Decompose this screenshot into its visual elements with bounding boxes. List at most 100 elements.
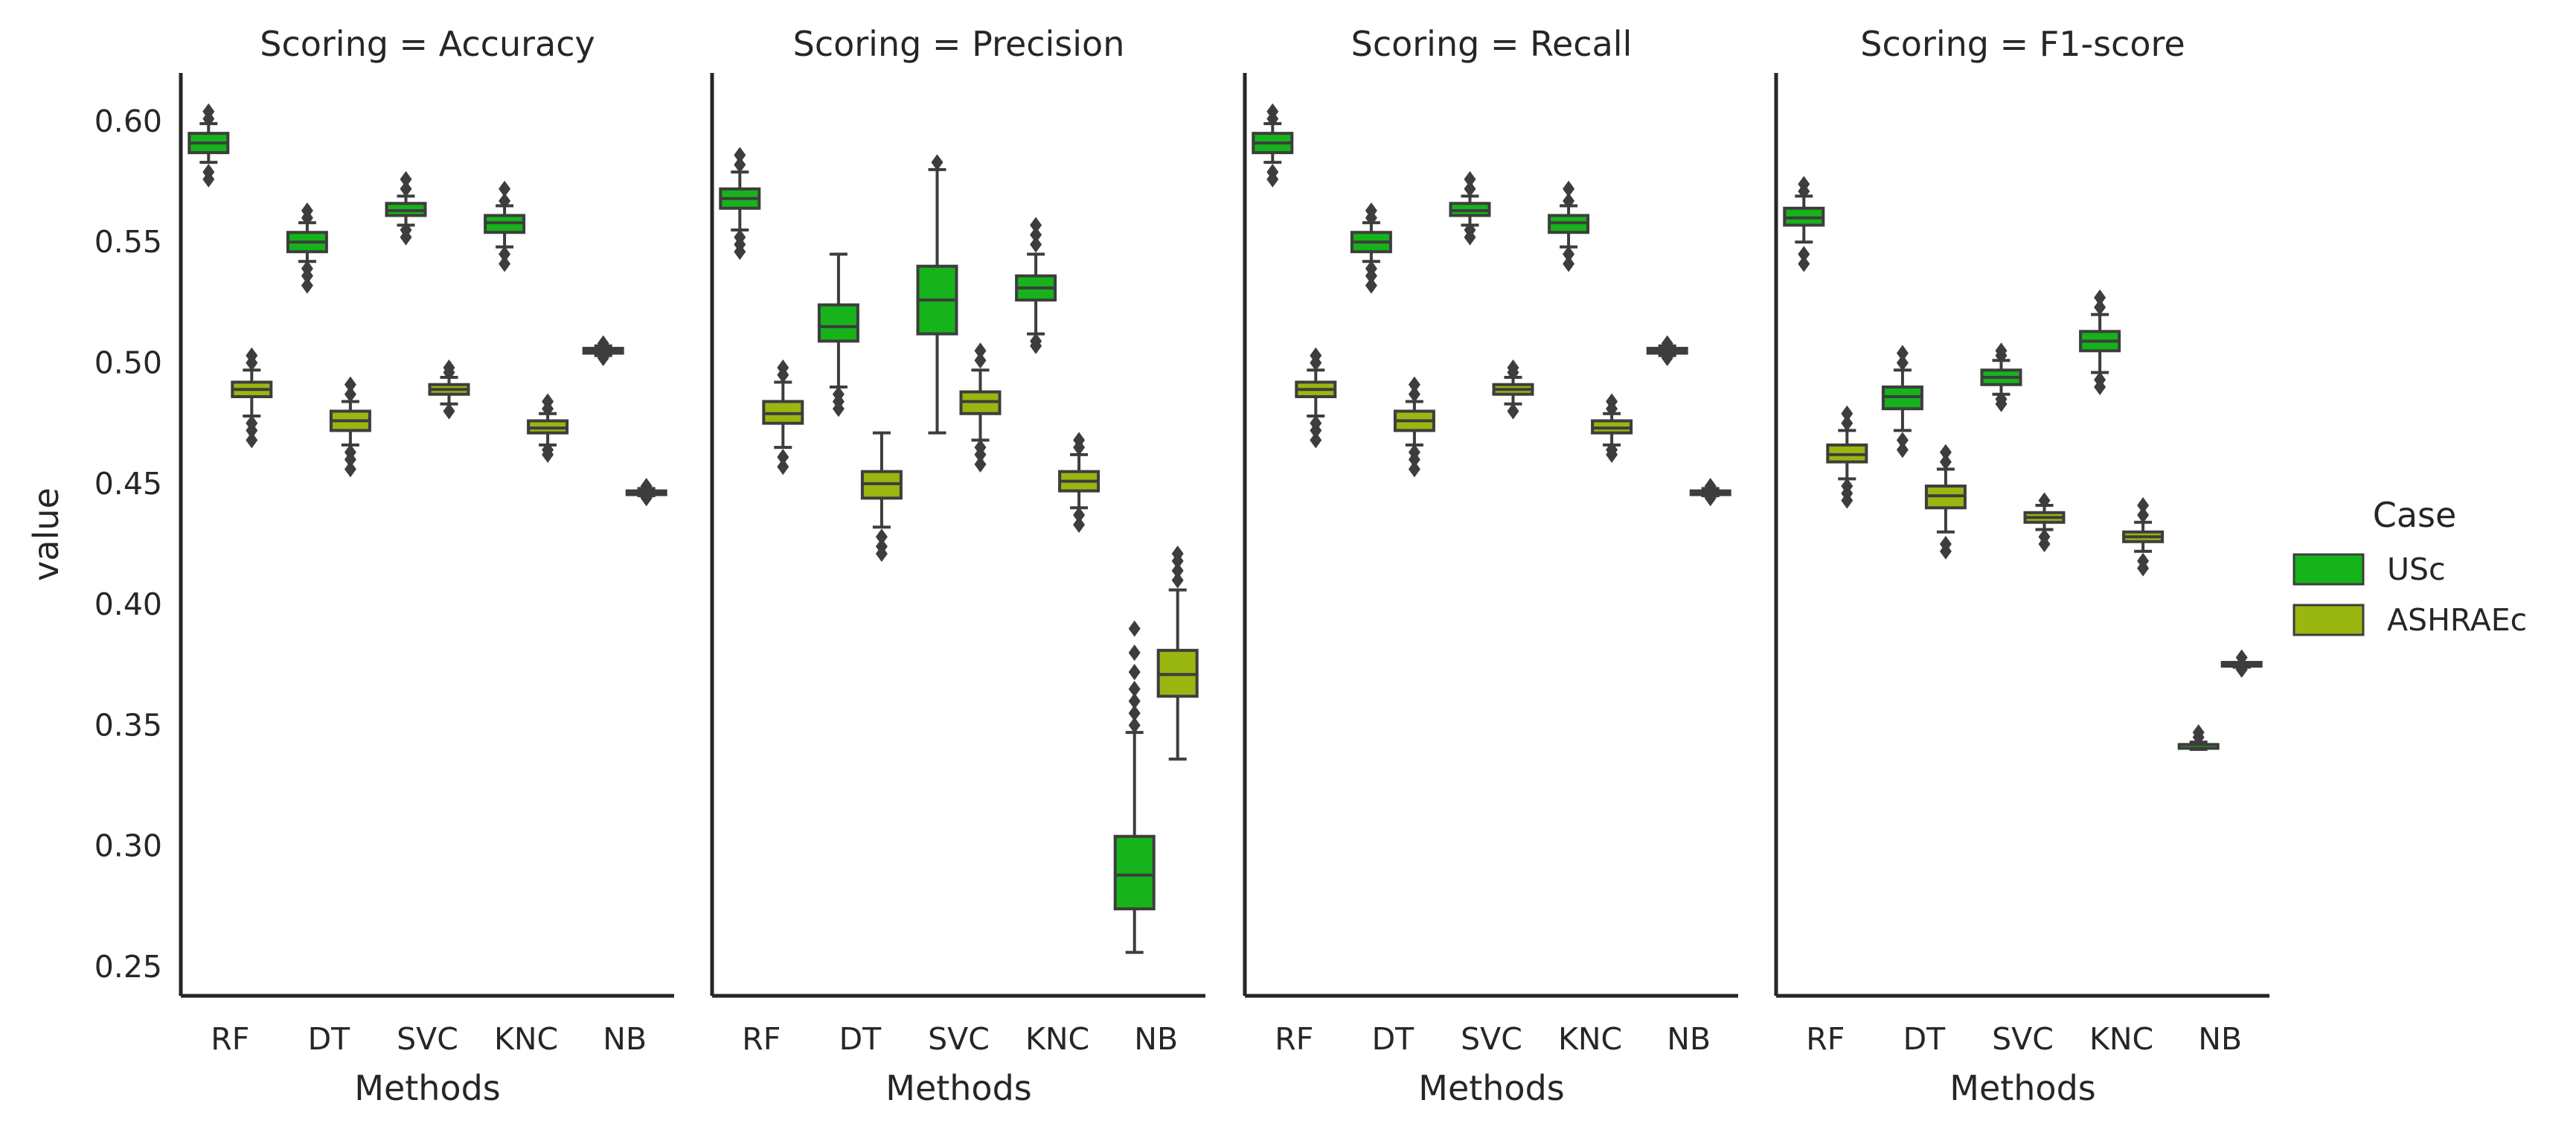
x-tick-label: RF [1806,1021,1845,1057]
outlier-point [202,164,215,181]
outlier-point [1841,478,1853,495]
panels: Scoring = Accuracy 0.25 0.30 0.35 0.40 0.45 0.… [26,24,2269,1108]
outlier-point [734,228,746,246]
y-tick-label: 0.30 [94,828,162,864]
panel-1: Scoring = Accuracy 0.25 0.30 0.35 0.40 0.45 0.… [26,24,674,1108]
outlier-point [1310,415,1322,432]
box-iqr [817,303,859,343]
outlier-point [246,415,258,432]
outlier-point [1464,221,1476,238]
outlier-point [344,386,356,403]
outlier-point [1128,705,1141,722]
y-tick-label: 0.50 [94,345,162,381]
outlier-point [1073,432,1086,449]
x-tick-label: SVC [928,1021,990,1057]
y-tick-label: 0.40 [94,586,162,622]
outlier-point [1266,164,1279,181]
outlier-point [2094,298,2106,316]
outlier-point [2137,507,2150,524]
legend-label-usc: USc [2387,551,2446,587]
box-ashraec-dt [1393,376,1435,478]
box-ashraec-svc [428,359,470,420]
outlier-point [1995,391,2008,408]
outlier-point [1408,386,1420,403]
box-ashraec-rf [762,359,804,476]
outlier-point [1128,717,1141,734]
outlier-point [400,221,412,238]
outlier-point [1563,255,1575,272]
outlier-point [1128,664,1141,681]
x-tick-label: KNC [1558,1021,1622,1057]
y-tick-label: 0.60 [94,103,162,139]
outlier-point [344,376,356,393]
outlier-point [1030,333,1042,350]
outlier-point [301,277,313,294]
y-tick-label: 0.45 [94,466,162,502]
outlier-point [832,386,845,403]
outlier-point [2137,552,2150,569]
x-tick-label: KNC [2089,1021,2153,1057]
outlier-point [1171,562,1184,579]
box-iqr [1113,834,1156,911]
box-usc-knc [2079,289,2121,395]
outlier-point [1704,478,1717,495]
outlier-point [1365,260,1377,277]
outlier-point [1841,405,1853,422]
box-ashraec-svc [1492,359,1534,420]
outlier-point [1310,432,1322,449]
outlier-point [1128,645,1141,662]
box-ashraec-svc [959,342,1002,473]
outlier-point [2235,649,2248,666]
box-usc-knc [484,180,526,272]
outlier-point [931,154,943,171]
outlier-point [777,449,789,466]
outlier-point [1408,444,1420,461]
outlier-point [1030,226,1042,243]
outlier-point [974,342,987,359]
outlier-point [1507,359,1519,377]
outlier-point [1030,217,1042,234]
outlier-point [974,439,987,456]
box-ashraec-dt [860,431,903,562]
box-ashraec-knc [2122,497,2165,577]
x-tick-label: RF [1275,1021,1313,1057]
box-usc-dt [286,202,328,294]
box-ashraec-rf [1295,347,1337,449]
outlier-point [1896,441,1909,458]
x-tick-label: SVC [397,1021,458,1057]
box-ashraec-rf [231,347,273,449]
outlier-point [1704,490,1717,507]
outlier-point [1128,620,1141,637]
box-usc-rf [719,147,761,260]
outlier-point [542,441,554,458]
box-usc-rf [1252,103,1294,188]
x-tick-label: NB [1134,1021,1178,1057]
outlier-point [1128,680,1141,697]
outlier-point [1939,453,1952,470]
box-usc-knc [1015,217,1057,354]
outlier-point [1310,347,1322,364]
outlier-point [1939,444,1952,461]
outlier-point [2038,528,2051,546]
x-tick-label: NB [2198,1021,2242,1057]
outlier-point [1798,255,1810,272]
y-tick-label: 0.25 [94,949,162,985]
outlier-point [1896,354,1909,371]
x-tick-label: NB [603,1021,647,1057]
outlier-point [974,352,987,369]
outlier-point [443,403,455,420]
outlier-point [1171,545,1184,562]
x-tick-label: KNC [494,1021,558,1057]
legend-swatch-ashraec [2293,604,2365,636]
outlier-point [400,180,412,197]
outlier-point [1661,335,1673,352]
outlier-point [1507,403,1519,420]
outlier-point [1798,246,1810,263]
box-ashraec-rf [1826,405,1868,509]
box-usc-nb [1113,620,1156,954]
x-tick-label: DT [1903,1021,1947,1057]
outlier-point [1073,507,1086,524]
panel-title: Scoring = F1-score [1860,24,2185,64]
box-usc-svc [385,170,427,246]
box-ashraec-knc [527,393,569,463]
